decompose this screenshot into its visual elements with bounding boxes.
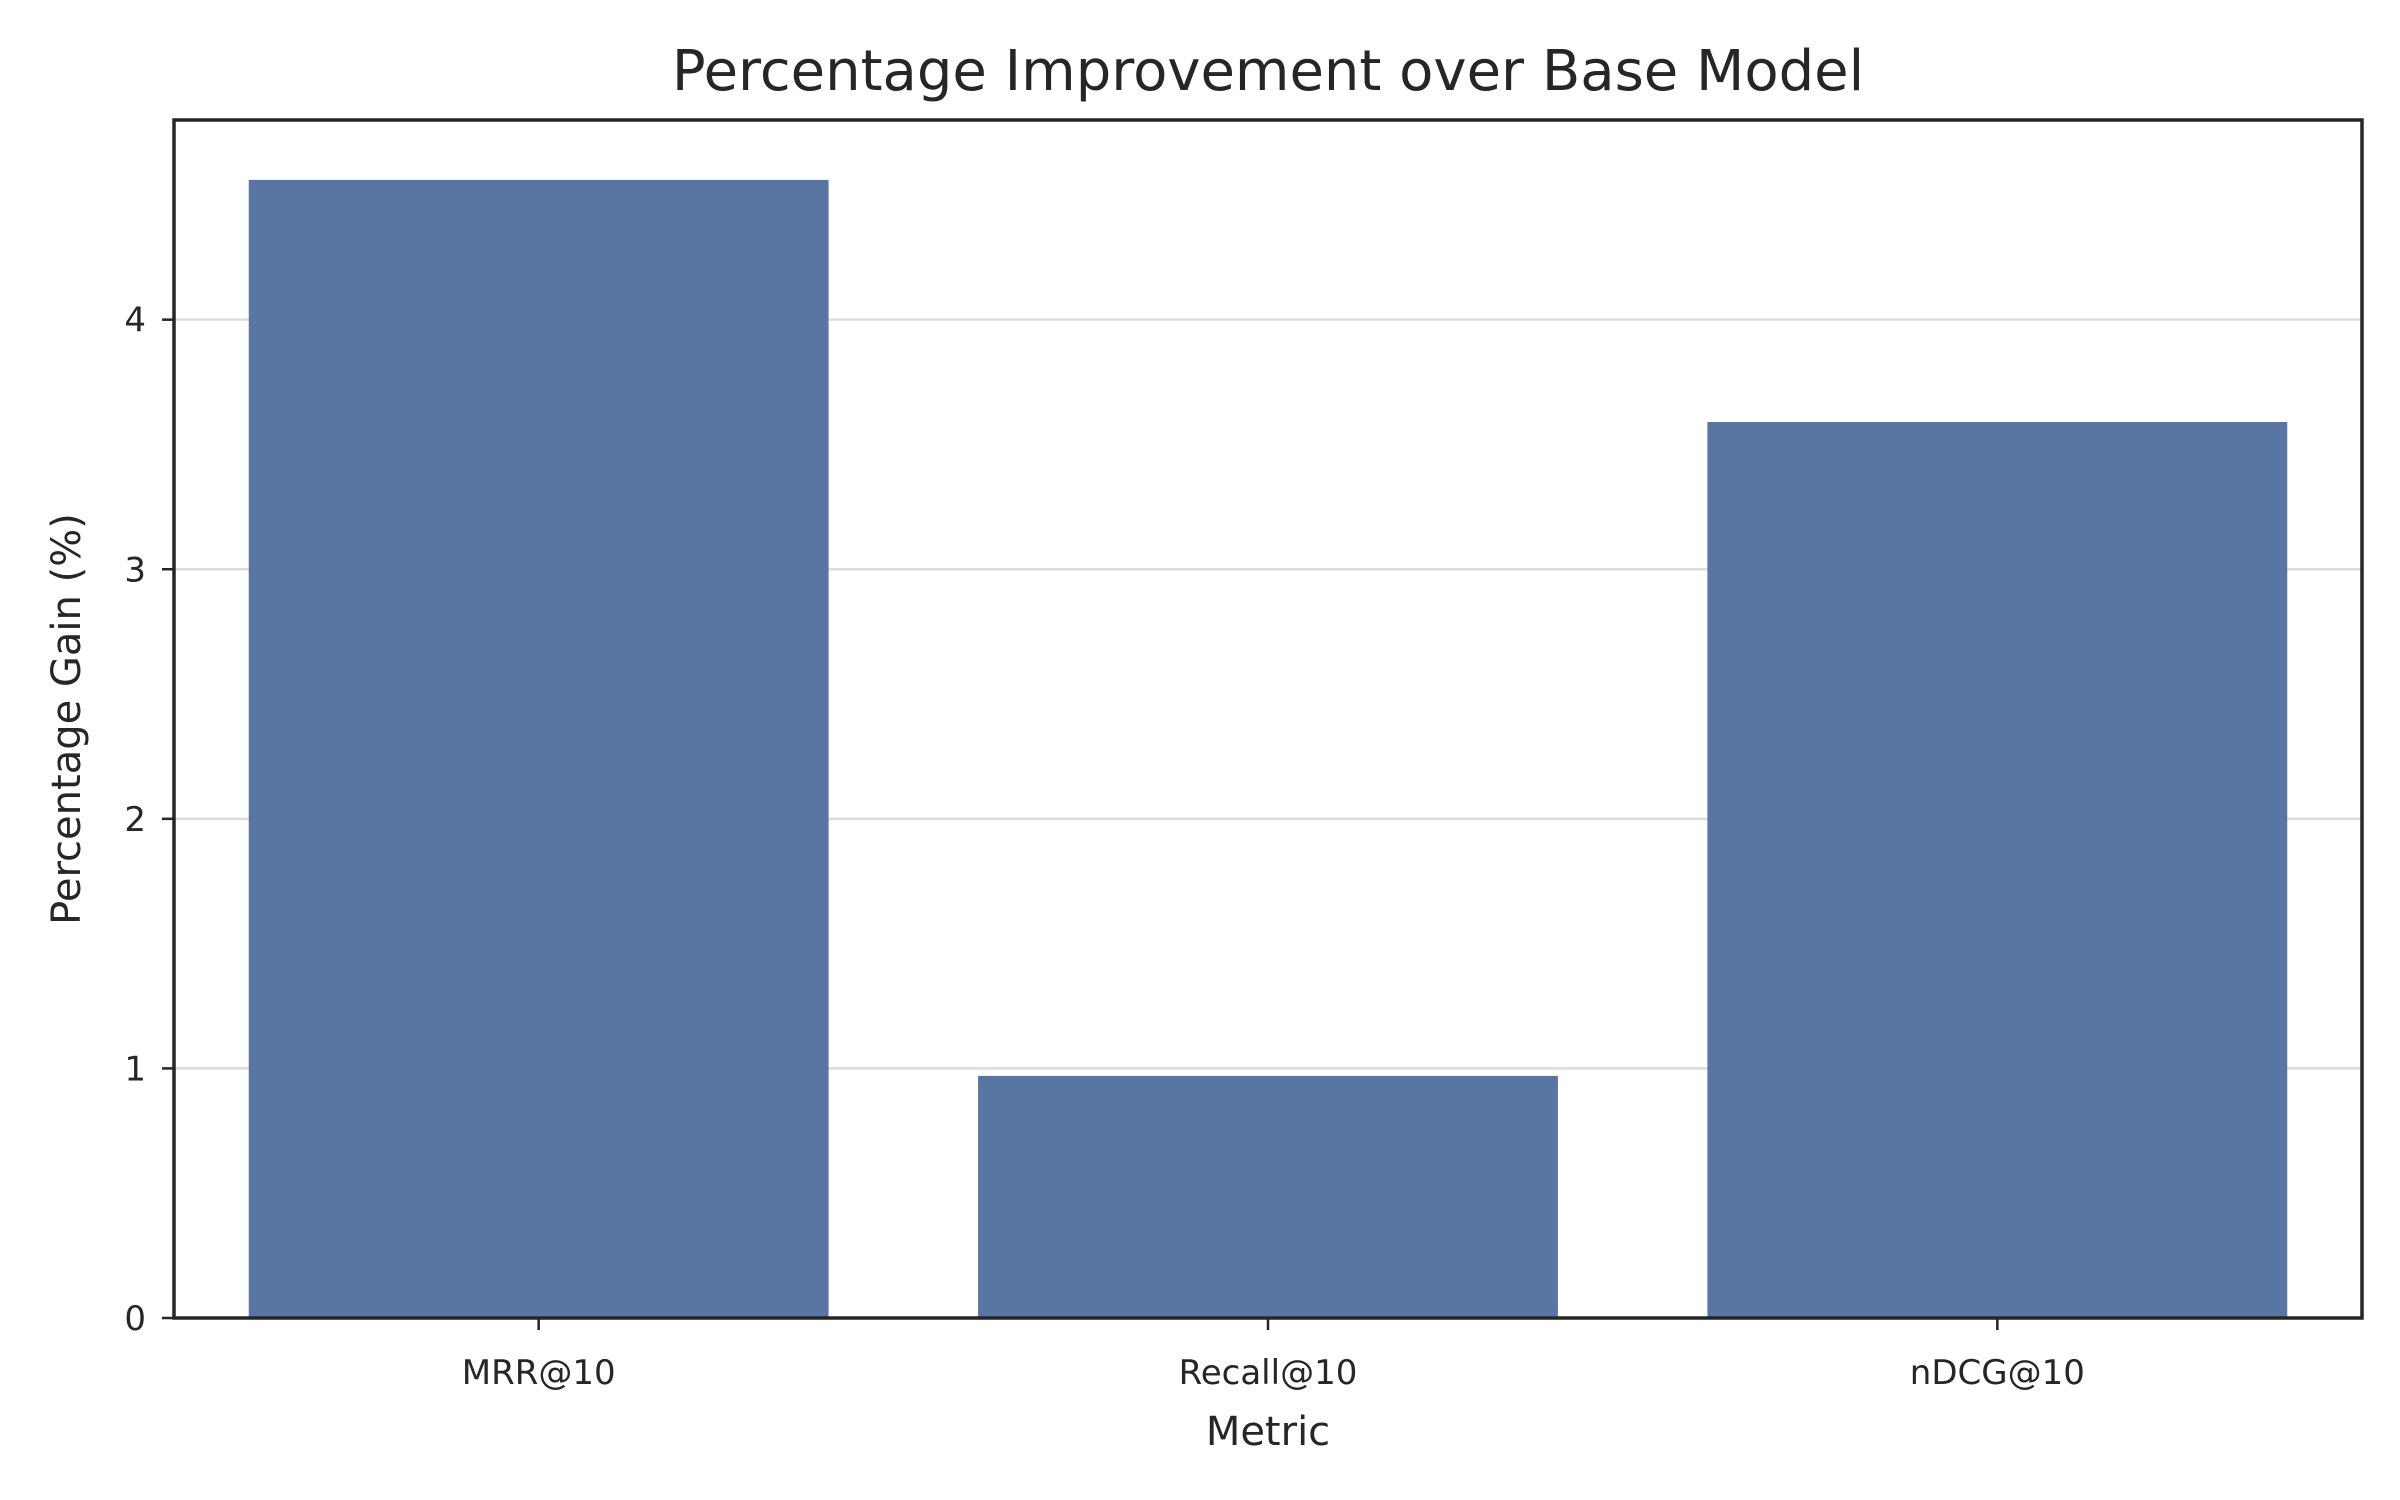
bar-mrr-10 (248, 179, 829, 1318)
y-tick-label: 4 (124, 301, 146, 341)
x-tick-label: Recall@10 (1179, 1353, 1358, 1393)
bars (248, 179, 2288, 1318)
x-axis-ticks: MRR@10 Recall@10 nDCG@10 (462, 1318, 2085, 1393)
x-tick-label: MRR@10 (462, 1353, 616, 1393)
y-axis-label: Percentage Gain (%) (44, 513, 90, 925)
y-axis-ticks: 0 1 2 3 4 (124, 301, 174, 1339)
y-tick-label: 0 (124, 1299, 146, 1339)
y-tick-label: 3 (124, 550, 146, 590)
y-tick-label: 2 (124, 800, 146, 840)
bar-recall-10 (978, 1075, 1558, 1318)
plot-frame (172, 118, 2364, 1320)
chart-title: Percentage Improvement over Base Model (672, 39, 1864, 104)
bar-ndcg-10 (1707, 421, 2288, 1318)
x-tick-label: nDCG@10 (1910, 1353, 2085, 1393)
x-axis-label: Metric (1206, 1409, 1330, 1455)
y-tick-label: 1 (124, 1049, 146, 1089)
